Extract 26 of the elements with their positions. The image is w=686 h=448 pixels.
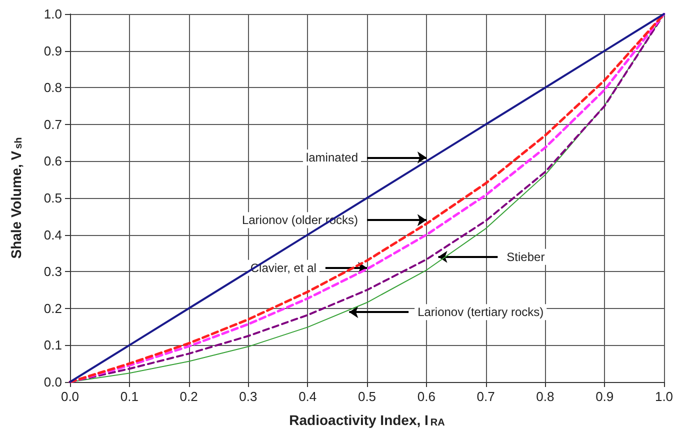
y-tick-label: 0.7 xyxy=(44,116,62,132)
x-tick-label: 0.6 xyxy=(417,389,436,404)
y-axis-title: Shale Volume, Vsh xyxy=(8,137,24,259)
y-tick-label: 0.4 xyxy=(44,227,62,242)
y-tick-label: 0.0 xyxy=(44,374,62,390)
annotation: Stieber xyxy=(506,250,545,264)
x-tick-label: 0.2 xyxy=(180,389,198,404)
x-tick-label: 0.9 xyxy=(596,389,614,404)
annotation: Larionov (tertiary rocks) xyxy=(418,305,544,320)
x-tick-label: 0.0 xyxy=(60,389,80,404)
x-tick-label: 0.3 xyxy=(239,389,258,404)
annotation: laminated xyxy=(306,150,358,165)
y-tick-label: 0.3 xyxy=(44,264,62,280)
y-tick-label: 0.1 xyxy=(44,338,62,353)
y-tick-label: 1.0 xyxy=(44,6,62,22)
y-tick-label: 0.9 xyxy=(44,43,62,58)
y-tick-label: 0.8 xyxy=(44,80,62,96)
x-tick-label: 0.5 xyxy=(358,389,376,404)
y-tick-label: 0.6 xyxy=(44,154,62,169)
x-tick-label: 1.0 xyxy=(654,389,674,404)
x-tick-label: 0.4 xyxy=(298,389,317,404)
x-tick-label: 0.7 xyxy=(476,389,495,404)
x-tick-label: 0.8 xyxy=(536,389,554,404)
y-tick-label: 0.2 xyxy=(44,300,62,316)
y-tick-label: 0.5 xyxy=(44,190,62,206)
x-tick-label: 0.1 xyxy=(120,389,138,404)
